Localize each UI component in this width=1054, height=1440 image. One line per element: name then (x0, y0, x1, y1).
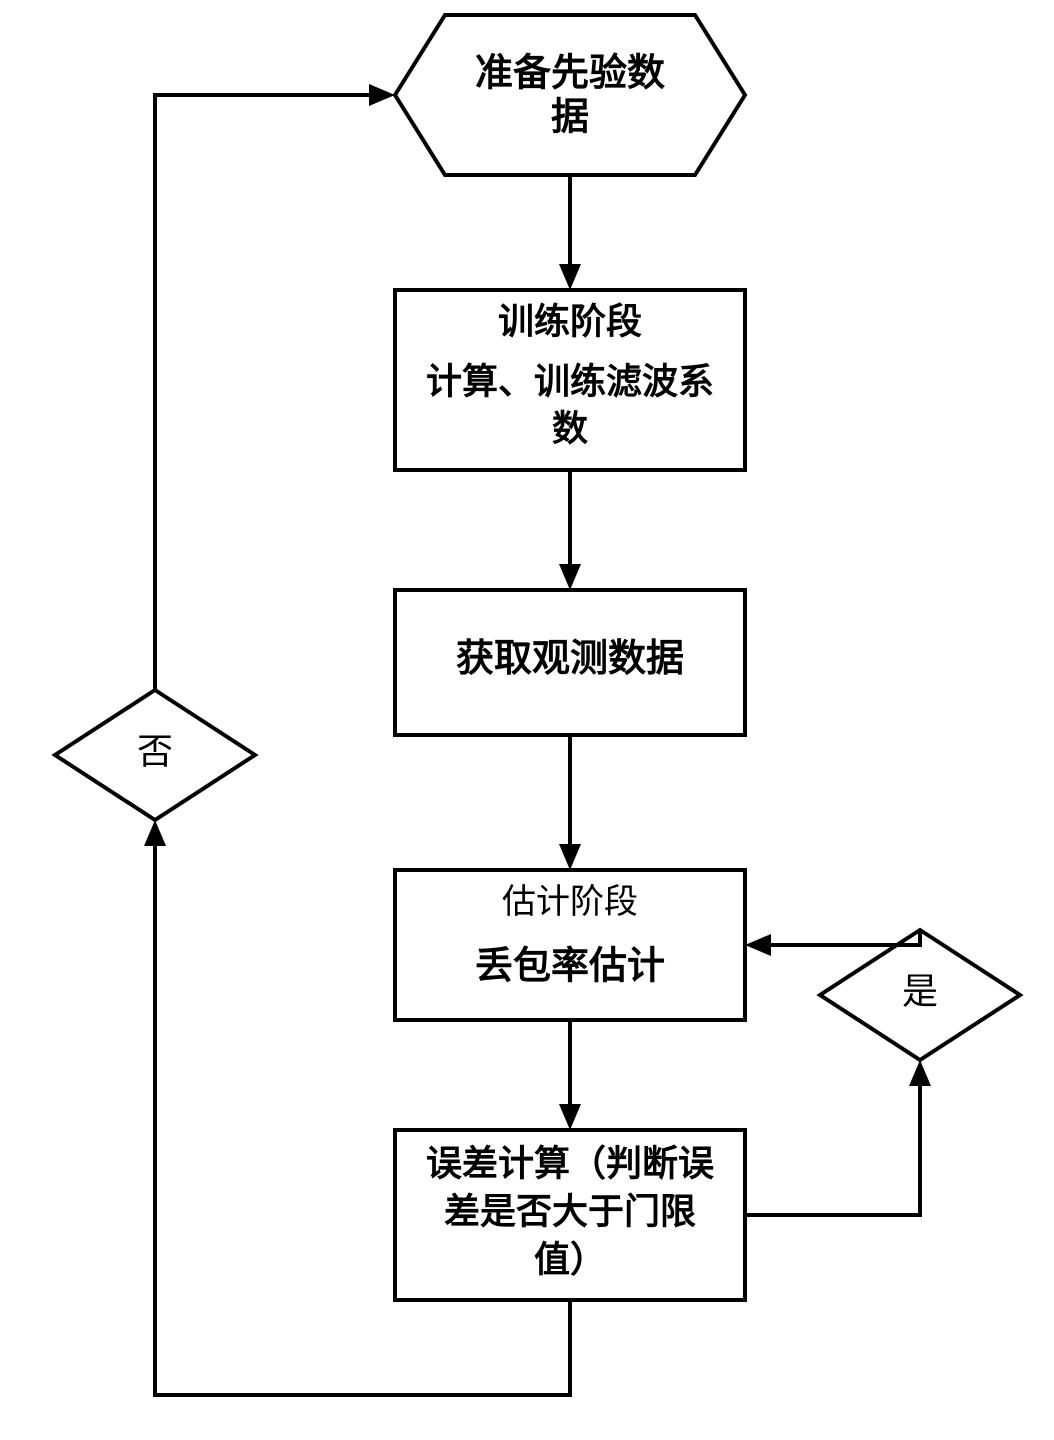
svg-text:计算、训练滤波系: 计算、训练滤波系 (426, 361, 714, 401)
svg-text:据: 据 (551, 97, 589, 139)
svg-text:值）: 值） (534, 1239, 606, 1279)
flow-node-n1_hex (395, 15, 745, 175)
svg-text:获取观测数据: 获取观测数据 (456, 638, 684, 680)
svg-text:训练阶段: 训练阶段 (498, 301, 642, 341)
svg-text:差是否大于门限: 差是否大于门限 (444, 1191, 696, 1231)
svg-text:准备先验数: 准备先验数 (475, 53, 665, 95)
svg-text:数: 数 (552, 408, 588, 448)
svg-text:估计阶段: 估计阶段 (502, 883, 638, 921)
svg-text:是: 是 (902, 971, 938, 1011)
svg-text:丢包率估计: 丢包率估计 (475, 946, 665, 988)
svg-text:误差计算（判断误: 误差计算（判断误 (426, 1143, 714, 1183)
svg-text:否: 否 (137, 731, 173, 771)
